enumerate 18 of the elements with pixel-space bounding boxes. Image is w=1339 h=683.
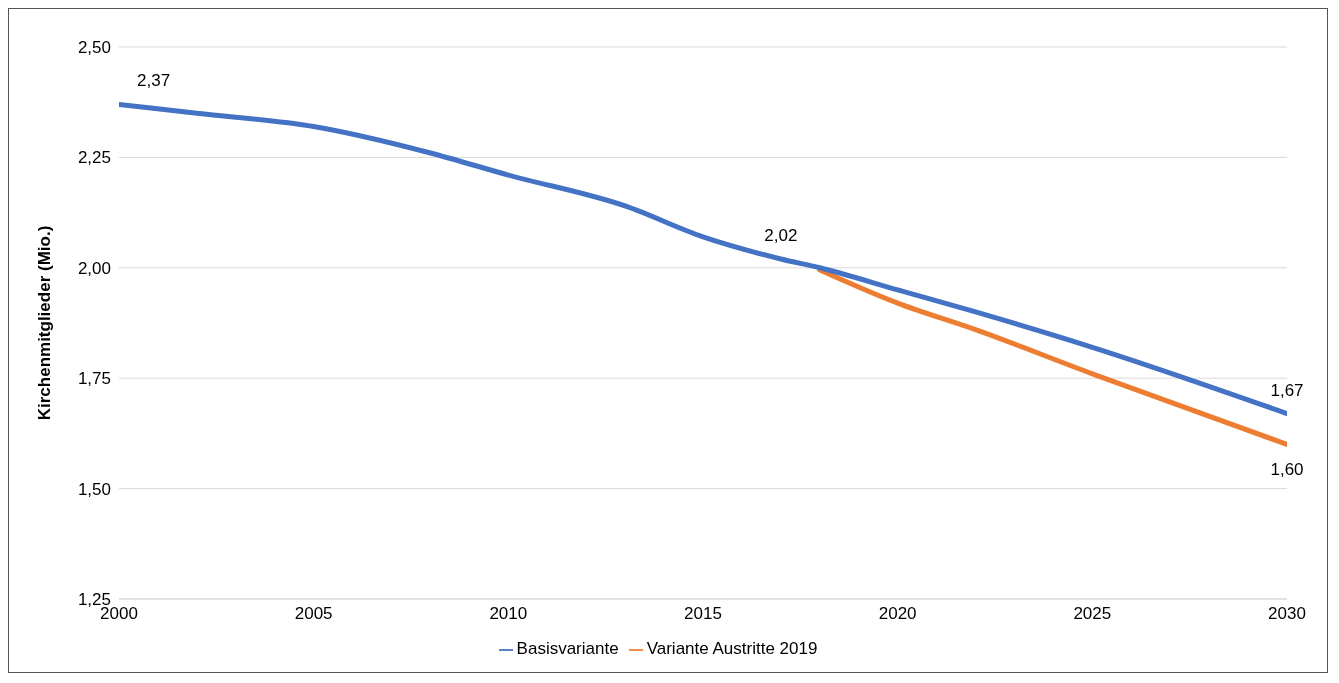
x-tick-label: 2030 bbox=[1268, 604, 1306, 624]
x-tick-label: 2025 bbox=[1073, 604, 1112, 624]
y-tick-label: 2,25 bbox=[77, 148, 111, 168]
annotation: 2,02 bbox=[764, 225, 798, 245]
legend-label: Variante Austritte 2019 bbox=[646, 639, 818, 658]
legend-label: Basisvariante bbox=[516, 639, 619, 658]
x-tick-label: 2010 bbox=[489, 604, 528, 624]
annotation: 1,67 bbox=[1270, 380, 1304, 400]
x-tick-label: 2020 bbox=[878, 604, 917, 624]
x-tick-label: 2005 bbox=[294, 604, 333, 624]
y-tick-label: 2,50 bbox=[77, 38, 111, 58]
x-tick-label: 2015 bbox=[684, 604, 722, 624]
annotation: 1,60 bbox=[1270, 459, 1304, 479]
y-tick-label: 2,00 bbox=[77, 258, 111, 278]
y-axis-title: Kirchenmitglieder (Mio.) bbox=[35, 225, 55, 421]
y-tick-label: 1,50 bbox=[77, 479, 111, 499]
y-tick-label: 1,75 bbox=[77, 369, 111, 389]
annotation: 2,37 bbox=[137, 71, 171, 91]
